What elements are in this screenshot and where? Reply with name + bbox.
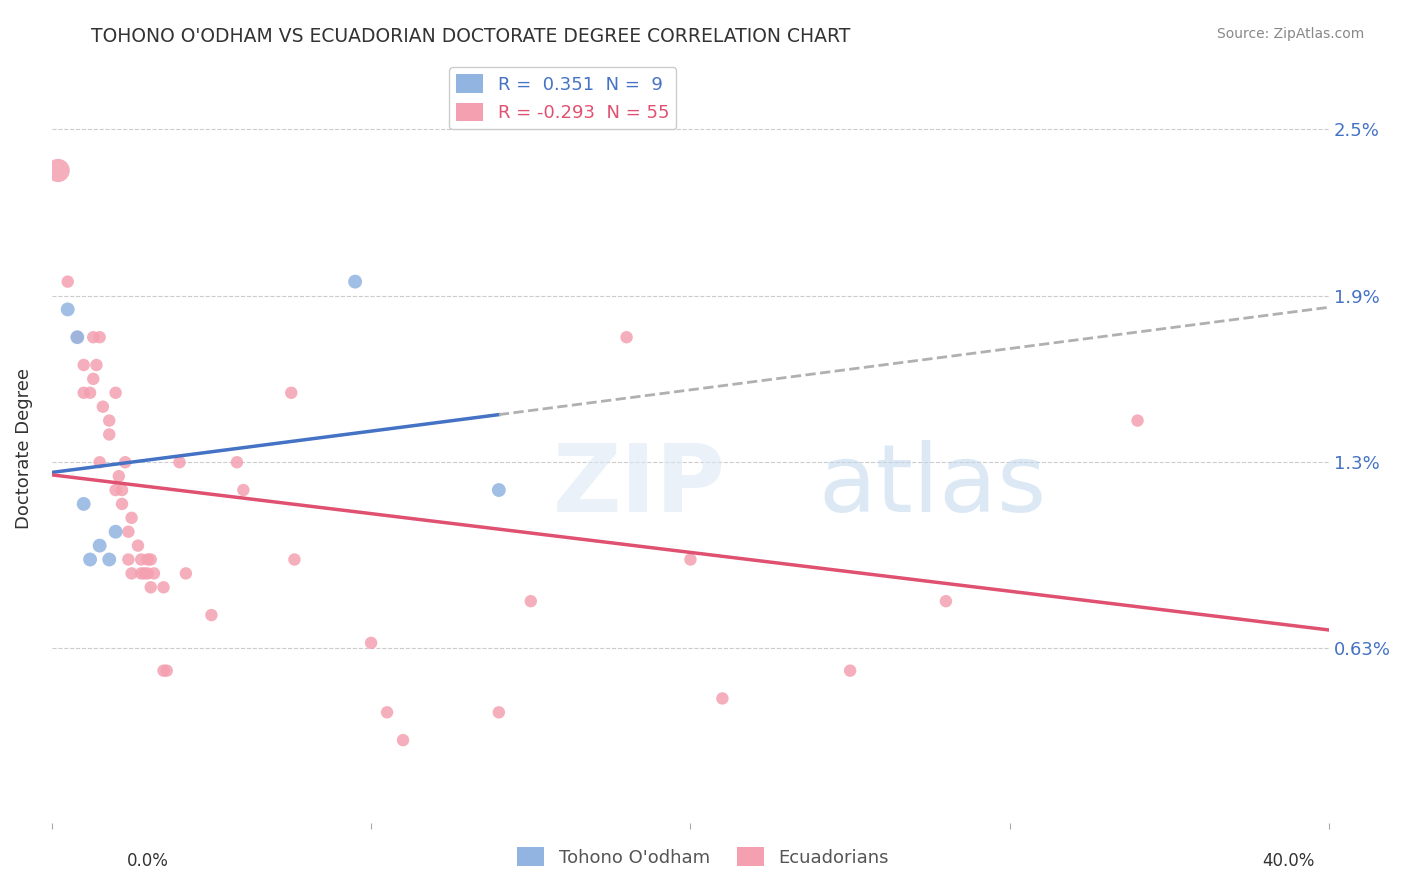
Point (283, 552, 305, 566)
Text: ZIP: ZIP (553, 440, 725, 532)
Point (79, 552, 101, 566)
Point (86, 358, 108, 372)
Text: atlas: atlas (818, 440, 1046, 532)
Point (520, 594, 543, 608)
Point (121, 566, 143, 581)
Point (839, 664, 862, 678)
Point (344, 275, 367, 289)
Point (91, 400, 114, 414)
Point (935, 594, 957, 608)
Point (98, 427, 121, 442)
Point (226, 455, 249, 469)
Point (375, 706, 398, 720)
Point (127, 539, 149, 553)
Point (152, 664, 174, 678)
Point (117, 524, 139, 539)
Text: 40.0%: 40.0% (1263, 852, 1315, 870)
Legend: Tohono O'odham, Ecuadorians: Tohono O'odham, Ecuadorians (510, 840, 896, 874)
Point (114, 455, 136, 469)
Text: 0.0%: 0.0% (127, 852, 169, 870)
Point (89, 330, 111, 344)
Point (104, 483, 127, 497)
Point (98, 413, 121, 427)
Y-axis label: Doctorate Degree: Doctorate Degree (15, 368, 32, 529)
Point (134, 566, 156, 581)
Point (89, 455, 111, 469)
Point (73, 385, 96, 400)
Point (121, 511, 143, 525)
Point (111, 497, 134, 511)
Point (488, 483, 510, 497)
Point (711, 691, 734, 706)
Point (169, 455, 191, 469)
Point (104, 524, 127, 539)
Point (79, 385, 101, 400)
Point (108, 469, 131, 483)
Point (82, 372, 104, 386)
Point (111, 483, 134, 497)
Point (104, 385, 127, 400)
Legend: R =  0.351  N =  9, R = -0.293  N = 55: R = 0.351 N = 9, R = -0.293 N = 55 (449, 67, 676, 129)
Point (56, 302, 79, 317)
Point (89, 539, 111, 553)
Point (66, 330, 89, 344)
Point (82, 330, 104, 344)
Point (56, 275, 79, 289)
Point (599, 66, 621, 80)
Text: Source: ZipAtlas.com: Source: ZipAtlas.com (1216, 27, 1364, 41)
Point (129, 552, 152, 566)
Point (392, 733, 415, 747)
Point (98, 552, 121, 566)
Point (232, 483, 254, 497)
Point (174, 566, 197, 581)
Point (129, 566, 152, 581)
Point (73, 497, 96, 511)
Text: TOHONO O'ODHAM VS ECUADORIAN DOCTORATE DEGREE CORRELATION CHART: TOHONO O'ODHAM VS ECUADORIAN DOCTORATE D… (91, 27, 851, 45)
Point (139, 580, 162, 594)
Point (136, 566, 159, 581)
Point (1126, 413, 1149, 427)
Point (360, 636, 382, 650)
Point (66, 330, 89, 344)
Point (139, 552, 162, 566)
Point (616, 330, 638, 344)
Point (136, 552, 159, 566)
Point (152, 580, 174, 594)
Point (117, 552, 139, 566)
Point (156, 664, 179, 678)
Point (488, 706, 510, 720)
Point (142, 566, 165, 581)
Point (280, 385, 302, 400)
Point (679, 552, 702, 566)
Point (73, 358, 96, 372)
Point (46, 163, 69, 178)
Point (200, 608, 222, 623)
